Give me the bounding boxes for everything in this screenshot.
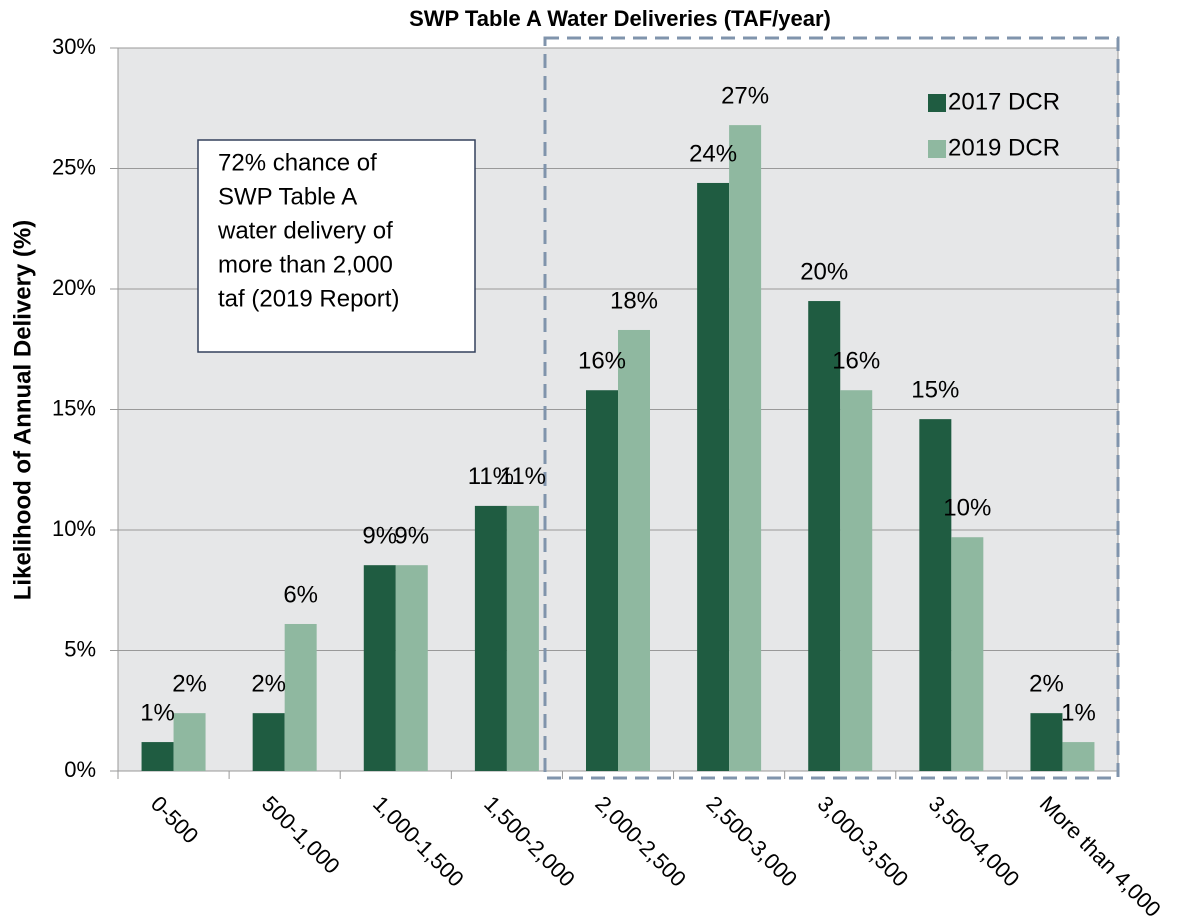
legend-label: 2017 DCR <box>948 88 1060 115</box>
value-label: 11% <box>468 463 514 490</box>
value-label: 11% <box>500 463 546 490</box>
annotation-text: more than 2,000 <box>218 251 393 278</box>
value-label: 2% <box>172 671 207 698</box>
y-tick-label: 20% <box>52 275 96 300</box>
chart-title: SWP Table A Water Deliveries (TAF/year) <box>409 6 831 31</box>
bar <box>284 623 317 771</box>
annotation-text: water delivery of <box>217 217 393 244</box>
value-label: 9% <box>362 523 397 550</box>
value-label: 16% <box>578 348 626 375</box>
bar <box>808 301 841 771</box>
legend-swatch <box>928 140 946 158</box>
value-label: 27% <box>721 82 769 109</box>
annotation-text: SWP Table A <box>218 183 357 210</box>
value-label: 20% <box>800 258 848 285</box>
bar <box>173 713 206 771</box>
value-label: 15% <box>911 376 959 403</box>
x-tick-label: 2,500-3,000 <box>701 791 802 892</box>
bar <box>252 713 285 771</box>
bar <box>618 329 650 771</box>
y-tick-label: 0% <box>64 757 96 782</box>
y-tick-label: 10% <box>52 516 96 541</box>
x-tick-label: 2,000-2,500 <box>590 791 691 892</box>
value-label: 6% <box>283 581 318 608</box>
value-label: 2% <box>1029 671 1064 698</box>
bar <box>474 505 507 771</box>
bar <box>951 537 984 771</box>
annotation-text: 72% chance of <box>218 149 377 176</box>
bar <box>919 419 952 771</box>
y-axis-label: Likelihood of Annual Delivery (%) <box>9 220 36 600</box>
x-tick-label: 500-1,000 <box>257 791 345 879</box>
highlight-box <box>543 36 1120 780</box>
value-label: 9% <box>394 523 429 550</box>
bar <box>729 125 762 772</box>
value-label: 16% <box>832 348 880 375</box>
x-tick-label: More than 4,000 <box>1035 791 1166 922</box>
annotation-box <box>197 139 476 353</box>
bar <box>697 182 730 771</box>
value-label: 18% <box>610 287 658 314</box>
bar <box>1030 713 1063 771</box>
value-label: 2% <box>251 671 286 698</box>
x-tick-label: 3,000-3,500 <box>813 791 914 892</box>
bar <box>395 565 428 771</box>
y-tick-label: 15% <box>52 395 96 420</box>
legend-label: 2019 DCR <box>948 134 1060 161</box>
y-tick-label: 5% <box>64 636 96 661</box>
value-label: 10% <box>943 495 991 522</box>
y-tick-label: 25% <box>52 154 96 179</box>
y-tick-label: 30% <box>52 34 96 59</box>
bar <box>1062 742 1095 771</box>
bar <box>586 390 618 771</box>
value-label: 1% <box>1061 699 1096 726</box>
legend-swatch <box>928 94 946 112</box>
bar <box>840 390 873 771</box>
value-label: 1% <box>140 699 175 726</box>
value-label: 24% <box>689 140 737 167</box>
x-tick-label: 1,000-1,500 <box>368 791 469 892</box>
marks <box>141 125 1095 772</box>
bar <box>141 742 174 771</box>
x-tick-label: 1,500-2,000 <box>479 791 580 892</box>
annotation-text: taf (2019 Report) <box>218 285 399 312</box>
bar <box>363 565 396 771</box>
x-tick-label: 0-500 <box>146 791 203 848</box>
bar <box>506 505 539 771</box>
x-tick-label: 3,500-4,000 <box>924 791 1025 892</box>
